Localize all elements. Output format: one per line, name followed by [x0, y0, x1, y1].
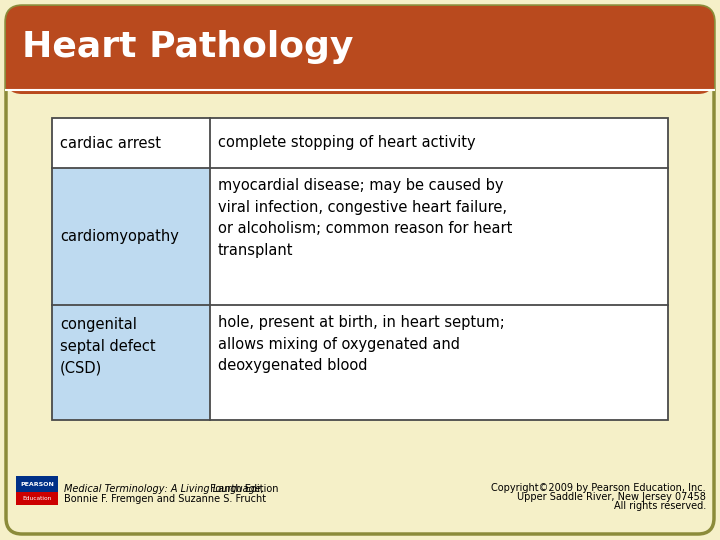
Bar	[52, 168, 210, 305]
Text: cardiomyopathy: cardiomyopathy	[60, 229, 179, 244]
Text: congenital
septal defect
(CSD): congenital septal defect (CSD)	[60, 317, 156, 375]
Text: Heart Pathology: Heart Pathology	[22, 30, 354, 64]
Bar	[16, 476, 58, 492]
Text: All rights reserved.: All rights reserved.	[613, 501, 706, 511]
Text: Copyright©2009 by Pearson Education, Inc.: Copyright©2009 by Pearson Education, Inc…	[491, 483, 706, 493]
Text: Fourth Edition: Fourth Edition	[207, 484, 279, 494]
Text: Bonnie F. Fremgen and Suzanne S. Frucht: Bonnie F. Fremgen and Suzanne S. Frucht	[64, 494, 266, 504]
Bar	[210, 168, 668, 305]
Bar	[52, 118, 668, 420]
Bar	[16, 492, 58, 505]
Text: cardiac arrest: cardiac arrest	[60, 136, 161, 151]
Text: Education: Education	[22, 496, 52, 501]
Text: PEARSON: PEARSON	[20, 482, 54, 487]
Bar	[210, 118, 668, 168]
Bar	[210, 305, 668, 420]
FancyBboxPatch shape	[6, 6, 714, 534]
Text: Upper Saddle River, New Jersey 07458: Upper Saddle River, New Jersey 07458	[517, 492, 706, 502]
FancyBboxPatch shape	[6, 6, 714, 94]
Bar	[52, 305, 210, 420]
Text: hole, present at birth, in heart septum;
allows mixing of oxygenated and
deoxyge: hole, present at birth, in heart septum;…	[218, 315, 505, 373]
Text: Medical Terminology: A Living Language,: Medical Terminology: A Living Language,	[64, 484, 264, 494]
Text: myocardial disease; may be caused by
viral infection, congestive heart failure,
: myocardial disease; may be caused by vir…	[218, 178, 513, 258]
Bar	[52, 118, 210, 168]
Text: complete stopping of heart activity: complete stopping of heart activity	[218, 136, 476, 151]
Bar	[6, 78, 714, 90]
